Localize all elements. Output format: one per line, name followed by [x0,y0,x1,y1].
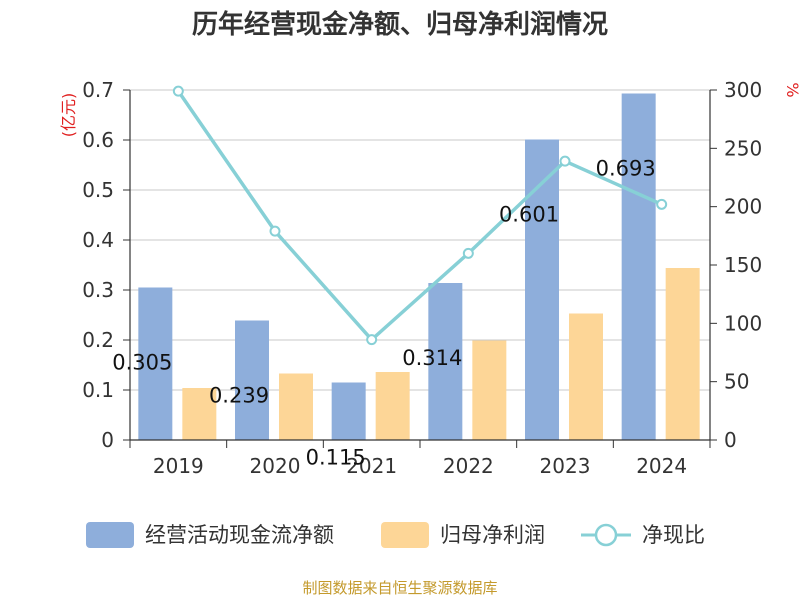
bar-profit-2019 [182,388,217,440]
data-label-cash-2021: 0.115 [306,446,366,470]
y-left-tick-label: 0.3 [82,278,114,302]
line-series [172,85,668,346]
y-right-tick-label: 250 [724,136,762,160]
axes: 0 0.1 0.2 0.3 0.4 0.5 0.6 0.7 0 50 100 150 200 250 300… [82,78,762,478]
ratio-point-2024 [656,198,668,210]
ratio-line [176,90,663,342]
bar-profit-2024 [665,268,700,440]
data-label-cash-2022: 0.314 [402,346,462,370]
x-tick-label: 2024 [636,454,687,478]
y-right-tick-label: 100 [724,311,762,335]
bar-cash-2021 [331,382,366,440]
ratio-point-2020 [269,225,281,237]
bar-profit-2020 [279,373,313,440]
x-tick-label: 2023 [540,454,591,478]
bars [138,93,700,440]
bar-cash-2022 [428,283,463,440]
legend-label-cash: 经营活动现金流净额 [145,523,334,547]
data-labels: 0.305 0.239 0.115 0.314 0.601 0.693 [112,157,655,470]
bar-cash-2023 [525,139,559,440]
y-right-tick-label: 150 [724,253,762,277]
legend-marker-ratio [594,523,618,547]
y-right-tick-label: 50 [724,370,749,394]
data-label-cash-2023: 0.601 [499,203,559,227]
data-label-cash-2020: 0.239 [209,384,269,408]
legend: 经营活动现金流净额 归母净利润 净现比 [86,522,705,548]
ratio-point-2019 [172,85,184,97]
y-axis-right-unit: % [783,82,800,97]
bar-cash-2024 [621,93,656,440]
y-left-tick-label: 0.4 [82,228,114,252]
y-left-tick-label: 0.2 [82,328,114,352]
source-note: 制图数据来自恒生聚源数据库 [302,579,497,597]
ratio-point-2022 [462,247,474,259]
x-tick-label: 2019 [153,454,204,478]
y-right-tick-label: 300 [724,78,762,102]
y-left-tick-label: 0.6 [82,128,114,152]
bar-cash-2019 [138,287,173,440]
data-label-cash-2019: 0.305 [112,351,172,375]
y-left-tick-label: 0.7 [82,78,114,102]
legend-label-profit: 归母净利润 [440,523,545,547]
legend-label-ratio: 净现比 [642,523,705,547]
y-right-tick-label: 0 [724,428,737,452]
y-left-tick-label: 0.5 [82,178,114,202]
bar-profit-2021 [375,372,410,440]
bar-cash-2020 [235,320,269,440]
bar-profit-2023 [569,313,603,440]
grid [130,89,710,391]
bar-profit-2022 [472,340,507,440]
y-left-tick-label: 0 [101,428,114,452]
legend-swatch-cash [86,522,134,548]
chart-title: 历年经营现金净额、归母净利润情况 [192,9,608,40]
legend-swatch-profit [381,522,429,548]
ratio-point-2023 [559,155,571,167]
y-axis-left-unit: (亿元) [59,93,78,138]
data-label-cash-2024: 0.693 [596,157,656,181]
x-tick-label: 2020 [250,454,301,478]
ratio-point-2021 [366,334,378,346]
x-tick-label: 2022 [443,454,494,478]
y-right-tick-label: 200 [724,195,762,219]
x-tick-label: 2021 [346,454,397,478]
y-left-tick-label: 0.1 [82,378,114,402]
